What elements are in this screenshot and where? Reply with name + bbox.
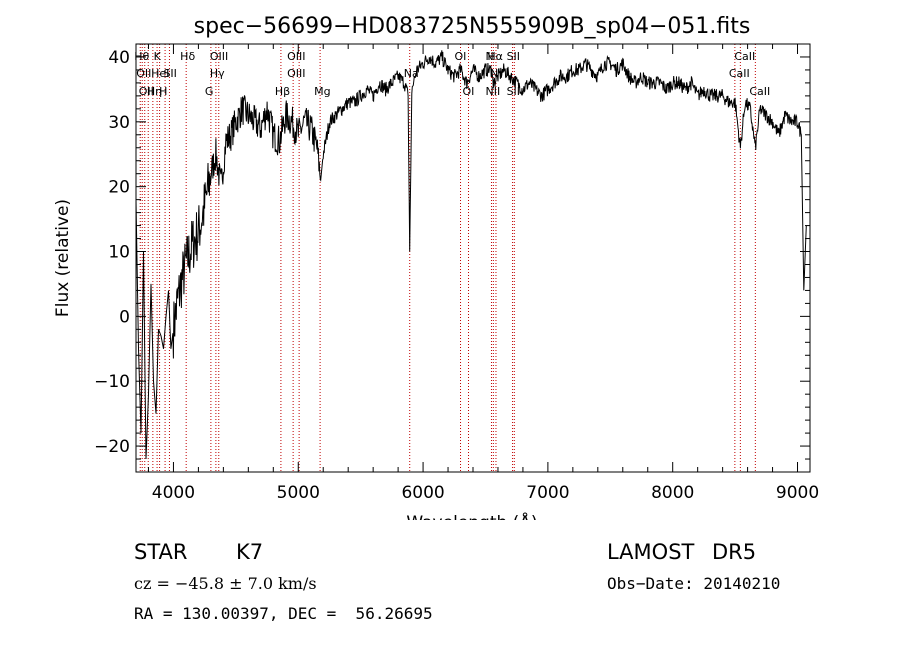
coordinates: RA = 130.00397, DEC = 56.26695 xyxy=(134,604,433,623)
x-tick-label: 9000 xyxy=(776,483,819,503)
redshift-cz: cz = −45.8 ± 7.0 km/s xyxy=(134,574,317,593)
line-label: K xyxy=(154,50,162,63)
line-label: Mg xyxy=(314,85,330,98)
line-label: OII xyxy=(136,67,151,80)
x-tick-label: 5000 xyxy=(277,483,320,503)
line-label: N xyxy=(485,50,493,63)
y-tick-label: 10 xyxy=(108,243,130,263)
x-tick-label: 7000 xyxy=(526,483,569,503)
line-label: H xyxy=(159,85,167,98)
y-tick-label: −10 xyxy=(94,372,130,392)
line-label: OIII xyxy=(287,67,305,80)
line-label: SII xyxy=(507,85,520,98)
y-axis-ticks: −20 −10 0 10 20 30 40 xyxy=(94,43,810,473)
line-label: SII xyxy=(163,67,176,80)
line-label: OIII xyxy=(287,50,305,63)
spectrum-series xyxy=(135,50,807,460)
line-label: CaII xyxy=(749,85,770,98)
x-tick-label: 6000 xyxy=(401,483,444,503)
x-tick-label: 4000 xyxy=(152,483,195,503)
y-tick-label: 40 xyxy=(108,48,130,68)
line-label: HeI xyxy=(151,67,169,80)
line-label: Hη xyxy=(147,85,162,98)
line-label: CaII xyxy=(734,50,755,63)
line-label: Hγ xyxy=(210,67,225,80)
y-axis-label: Flux (relative) xyxy=(53,199,73,317)
observation-date: Obs−Date: 20140210 xyxy=(607,574,781,593)
line-label: OI xyxy=(463,85,475,98)
line-label: OI xyxy=(455,50,467,63)
x-axis-label: Wavelength (Å) xyxy=(406,511,537,520)
object-class: STAR xyxy=(134,540,188,564)
plot-frame xyxy=(135,43,811,473)
emission-line-labels: HθOIIOIIHηHeIKHSIIHδGOIIIHγHβOIIIOIIIMgN… xyxy=(134,50,770,98)
line-label: N xyxy=(490,67,498,80)
x-tick-label: 8000 xyxy=(651,483,694,503)
survey-name: LAMOST xyxy=(607,540,695,564)
line-label: Hδ xyxy=(180,50,195,63)
y-tick-label: 30 xyxy=(108,113,130,133)
spectrum-line xyxy=(135,50,807,460)
line-label: Hα xyxy=(487,50,503,63)
line-label: G xyxy=(205,85,214,98)
line-label: Hβ xyxy=(275,85,290,98)
line-label: OII xyxy=(139,85,154,98)
line-label: SII xyxy=(507,50,520,63)
object-subclass: K7 xyxy=(236,540,264,564)
chart-title: spec−56699−HD083725N555909B_sp04−051.fit… xyxy=(194,14,751,39)
y-tick-label: 0 xyxy=(119,307,130,327)
line-label: OIII xyxy=(210,50,228,63)
x-axis-ticks: 4000 5000 6000 7000 8000 9000 xyxy=(147,44,819,503)
line-label: NII xyxy=(485,85,500,98)
y-tick-label: −20 xyxy=(94,437,130,457)
data-release: DR5 xyxy=(712,540,757,564)
line-label: CaII xyxy=(729,67,750,80)
y-tick-label: 20 xyxy=(108,178,130,198)
emission-line-markers xyxy=(139,44,756,472)
spectrum-chart: spec−56699−HD083725N555909B_sp04−051.fit… xyxy=(53,14,819,520)
